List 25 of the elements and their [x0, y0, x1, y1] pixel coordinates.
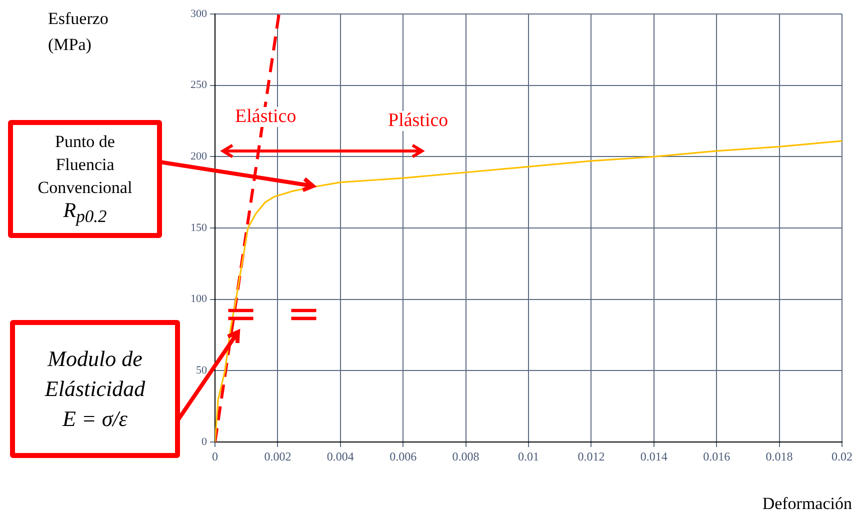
x-tick-label: 0.01	[518, 449, 539, 464]
x-tick-label: 0.006	[390, 449, 417, 464]
callout-box: Punto de Fluencia Convencional R$_{p0.2}$	[8, 120, 162, 238]
x-tick-label: 0	[212, 449, 218, 464]
x-tick-label: 0.008	[452, 449, 480, 464]
x-tick-label: 0.016	[703, 449, 730, 464]
x-tick-label: 0.002	[264, 449, 292, 464]
callout-box: Modulo de Elásticidad E = σ/ε	[10, 320, 180, 458]
x-tick-label: 0.012	[578, 449, 605, 464]
annotation: Plástico	[388, 110, 448, 131]
y-tick-label: 150	[190, 222, 208, 234]
x-axis-title: Deformación	[762, 494, 852, 514]
y-tick-label: 200	[190, 150, 208, 163]
x-tick-label: 0.018	[766, 449, 793, 464]
y-tick-label: 50	[196, 364, 208, 377]
x-tick-label: 0.004	[326, 449, 354, 464]
y-tick-label: 0	[202, 436, 208, 448]
y-tick-label: 300	[190, 8, 208, 20]
x-tick-label: 0.02	[832, 449, 852, 464]
annotation: =	[287, 291, 321, 337]
x-tick-label: 0.014	[640, 449, 668, 464]
y-tick-label: 100	[190, 293, 208, 306]
y-axis-title: Esfuerzo (MPa)	[48, 8, 108, 56]
annotation: Elástico	[235, 106, 296, 127]
y-tick-label: 250	[190, 79, 208, 92]
